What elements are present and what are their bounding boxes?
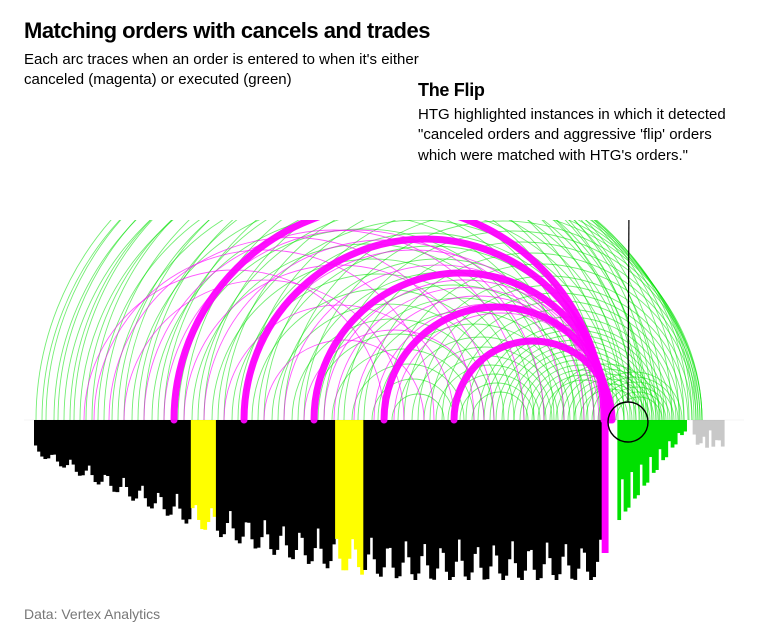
chart-title: Matching orders with cancels and trades — [24, 18, 744, 44]
arc-chart-svg — [24, 220, 744, 580]
data-source: Data: Vertex Analytics — [24, 606, 160, 622]
annotation-box: The Flip HTG highlighted instances in wh… — [418, 80, 728, 166]
annotation-title: The Flip — [418, 80, 728, 101]
chart-subtitle: Each arc traces when an order is entered… — [24, 50, 444, 91]
chart-area — [24, 220, 744, 580]
figure-container: Matching orders with cancels and trades … — [0, 0, 768, 640]
annotation-body: HTG highlighted instances in which it de… — [418, 105, 728, 166]
